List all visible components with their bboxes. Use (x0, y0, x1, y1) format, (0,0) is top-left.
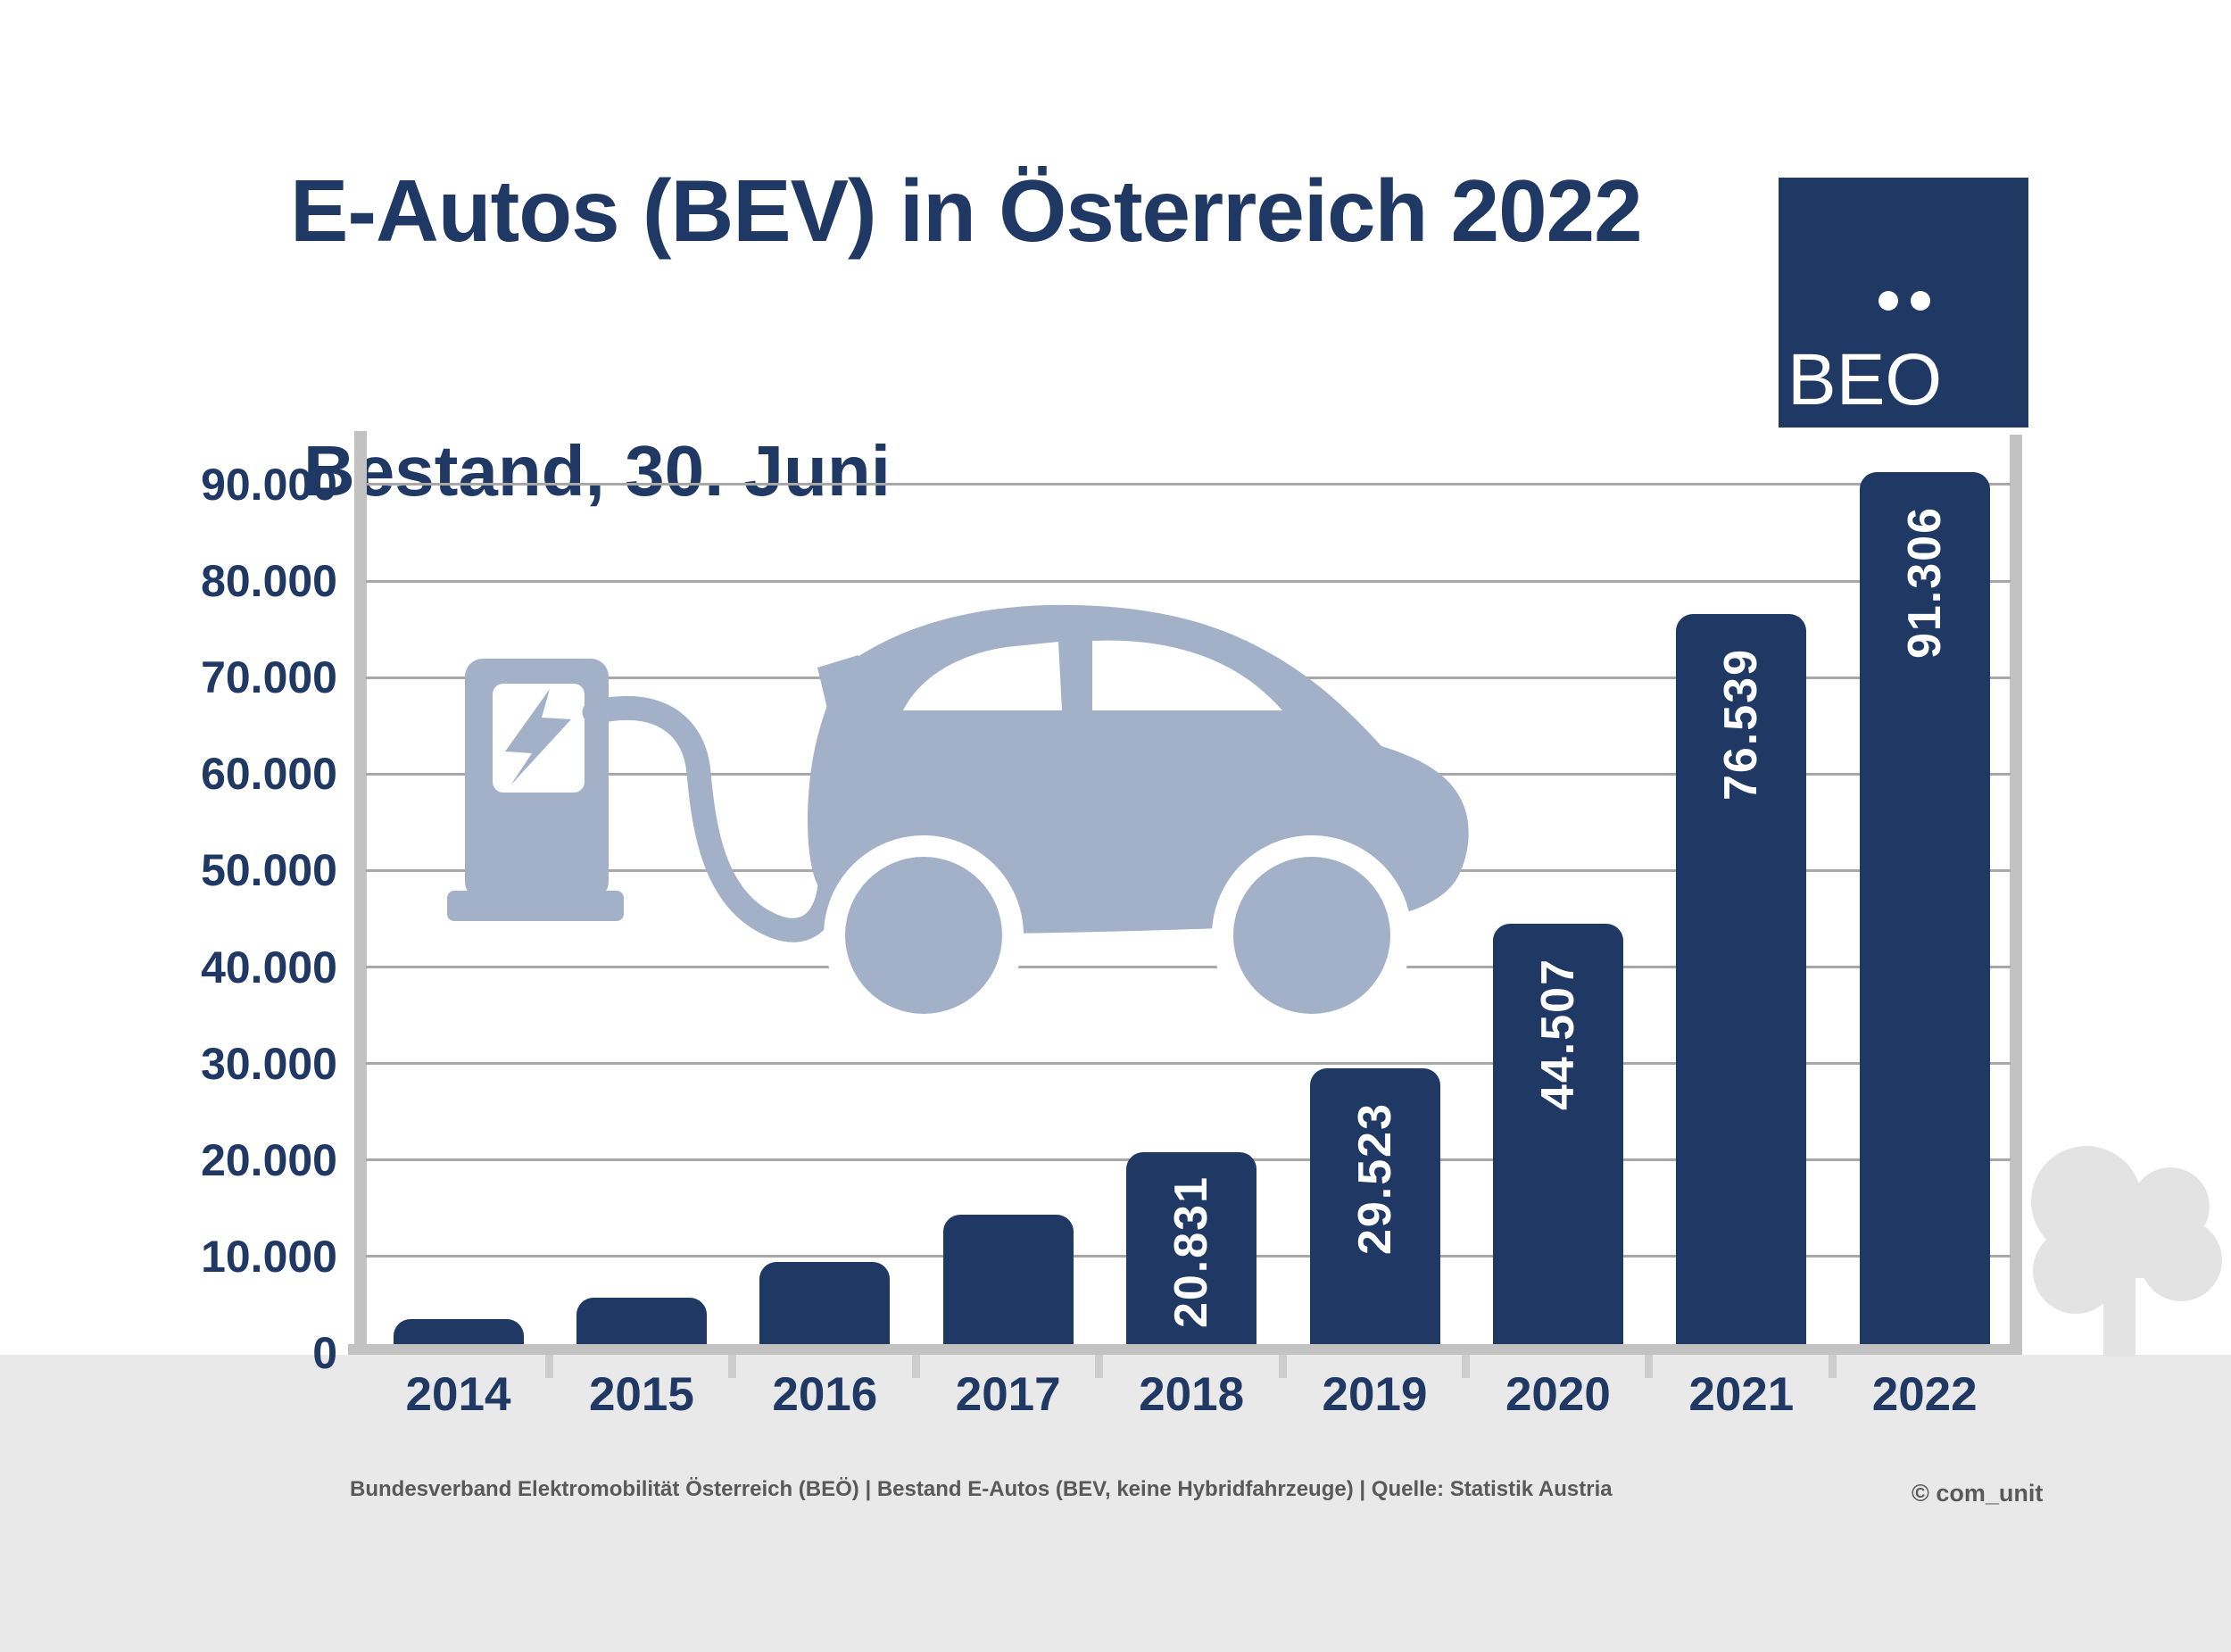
page-title: E-Autos (BEV) in Österreich 2022 (290, 162, 1643, 260)
x-axis-label: 2021 (1688, 1368, 1795, 1421)
bar: 91.306 (1859, 471, 1990, 1355)
bar-value-label: 29.523 (1348, 1101, 1401, 1255)
charging-cable (582, 695, 843, 942)
y-axis-label: 20.000 (201, 1134, 337, 1185)
y-axis-label: 90.000 (201, 459, 337, 510)
copyright-note: © com_unit (1912, 1480, 2044, 1507)
x-axis-label: 2016 (772, 1368, 878, 1421)
x-axis-label: 2017 (955, 1368, 1061, 1421)
x-axis-tick (1278, 1355, 1287, 1378)
gridline (366, 483, 2011, 486)
y-axis-label: 70.000 (201, 652, 337, 703)
y-axis-label: 30.000 (201, 1038, 337, 1089)
bar (759, 1262, 891, 1355)
beoe-logo-wordmark: BEO (1787, 339, 1943, 420)
bar-value-label: 76.539 (1715, 648, 1768, 801)
x-axis-tick (1461, 1355, 1470, 1378)
car-front-window (1092, 640, 1282, 710)
beoe-logo: BEO (1779, 178, 2028, 428)
car-rear-window (903, 642, 1062, 710)
x-axis-tick (911, 1355, 920, 1378)
x-axis-label: 2022 (1871, 1368, 1978, 1421)
car-front-wheel (1233, 857, 1390, 1014)
bar-value-label: 91.306 (1898, 505, 1951, 659)
x-axis-tick (728, 1355, 737, 1378)
car-rear-wheel (845, 857, 1002, 1014)
x-axis-label: 2020 (1505, 1368, 1611, 1421)
x-axis-baseline (348, 1344, 2022, 1355)
umlaut-dot-left (1879, 291, 1898, 311)
y-axis-line-right (2010, 435, 2022, 1377)
gridline (366, 966, 2011, 969)
x-axis-label: 2014 (405, 1368, 511, 1421)
charging-station-icon (447, 659, 624, 921)
ev-charging-illustration (447, 604, 1469, 1035)
bottom-band (0, 1355, 2231, 1652)
x-axis-label: 2018 (1139, 1368, 1245, 1421)
bar: 76.539 (1676, 614, 1807, 1355)
lightning-bolt-icon (505, 689, 571, 785)
x-axis-tick (1645, 1355, 1654, 1378)
x-axis-tick (1828, 1355, 1837, 1378)
bar (942, 1215, 1074, 1355)
gridline (366, 1062, 2011, 1066)
bar-value-label: 44.507 (1531, 957, 1584, 1110)
source-note: Bundesverband Elektromobilität Österreic… (350, 1477, 1613, 1501)
y-axis-line-left (354, 431, 367, 1379)
bar: 20.831 (1126, 1151, 1257, 1355)
car-icon (808, 604, 1469, 1035)
y-axis-label: 80.000 (201, 556, 337, 607)
page-subtitle: Bestand, 30. Juni (303, 431, 891, 511)
y-axis-label: 40.000 (201, 942, 337, 992)
x-axis-tick (544, 1355, 553, 1378)
bar: 44.507 (1492, 923, 1623, 1355)
gridline (366, 579, 2011, 583)
bar-value-label: 20.831 (1165, 1175, 1218, 1328)
y-axis-label: 10.000 (201, 1231, 337, 1282)
y-axis-label: 0 (312, 1328, 337, 1378)
umlaut-dot-right (1911, 291, 1930, 311)
x-axis-label: 2015 (588, 1368, 694, 1421)
x-axis-tick (1095, 1355, 1104, 1378)
bar: 29.523 (1309, 1067, 1440, 1355)
tree-icon (2031, 1146, 2222, 1357)
x-axis-label: 2019 (1322, 1368, 1428, 1421)
y-axis-label: 50.000 (201, 845, 337, 896)
y-axis-label: 60.000 (201, 749, 337, 800)
